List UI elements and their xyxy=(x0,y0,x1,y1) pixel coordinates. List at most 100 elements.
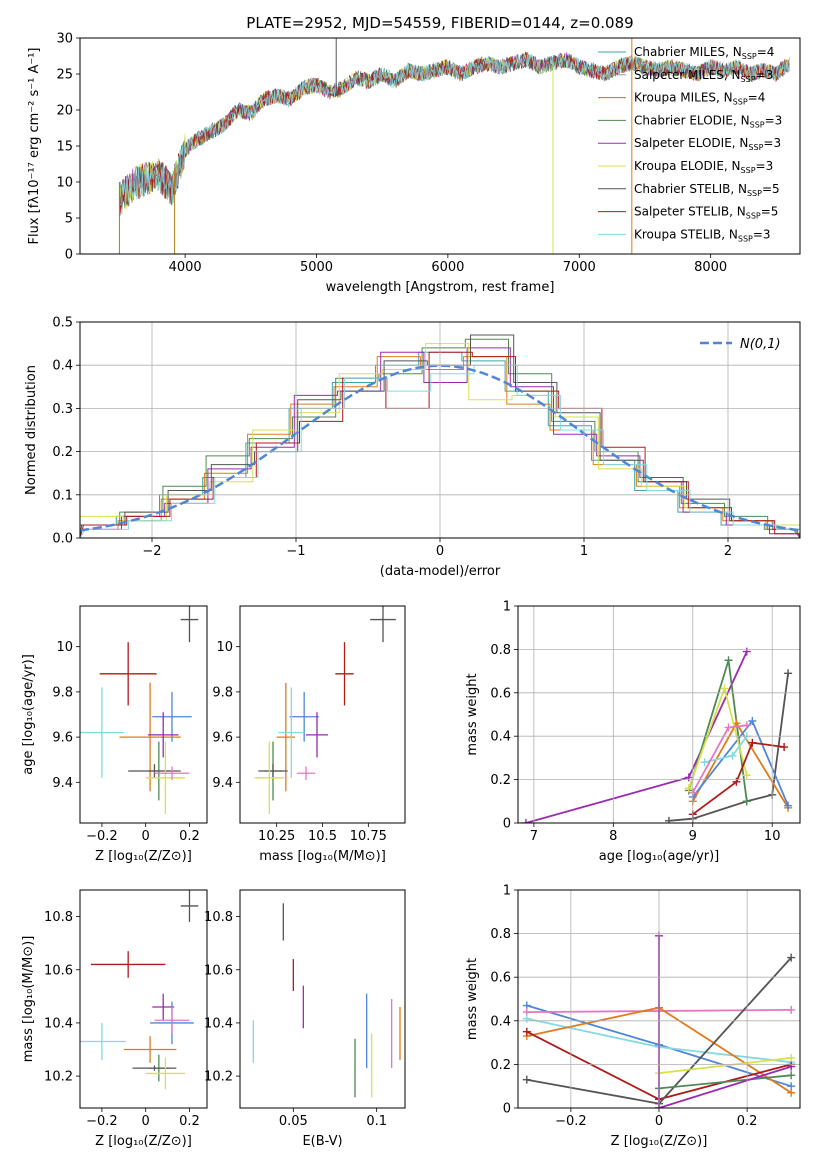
weight-marker xyxy=(522,1075,531,1084)
y-tick-label: 0.6 xyxy=(490,971,511,986)
x-tick-label: 10.25 xyxy=(258,829,295,844)
x-tick-label: 7000 xyxy=(563,260,596,275)
x-axis-label: age [log₁₀(age/yr)] xyxy=(599,849,720,864)
legend-entry-8: Kroupa STELIB, NSSP=3 xyxy=(634,227,771,243)
x-tick-label: 10.5 xyxy=(308,829,337,844)
axes-frame xyxy=(239,605,406,824)
y-axis-label: mass [log₁₀(M/M⊙)] xyxy=(21,936,36,1063)
y-tick-label: 9.8 xyxy=(212,685,233,700)
x-tick-label: 0 xyxy=(142,829,150,844)
spectrum-line-8 xyxy=(119,53,790,206)
y-tick-label: 10.4 xyxy=(204,1016,233,1031)
x-axis-label: E(B-V) xyxy=(302,1134,342,1149)
histogram-series-6 xyxy=(80,351,800,538)
histogram-series-7 xyxy=(80,364,800,538)
x-tick-label: 8000 xyxy=(694,260,727,275)
weight-marker xyxy=(732,777,741,786)
weight-marker xyxy=(724,656,733,665)
weight-marker xyxy=(684,784,693,793)
plot-area-weight-vs-age xyxy=(521,647,793,823)
legend-entry-1: Salpeter MILES, NSSP=3 xyxy=(634,68,773,84)
y-tick-label: 10.8 xyxy=(44,910,73,925)
y-tick-label: 0.0 xyxy=(52,532,73,547)
plot-area-age-vs-mass xyxy=(254,606,396,814)
legend-entry-4: Salpeter ELODIE, NSSP=3 xyxy=(634,136,781,152)
y-tick-label: 9.8 xyxy=(52,685,73,700)
axes-frame xyxy=(517,889,801,1109)
weight-marker xyxy=(742,771,751,780)
x-tick-label: −0.2 xyxy=(86,1114,118,1129)
weight-marker xyxy=(784,669,793,678)
legend-entry-6: Chabrier STELIB, NSSP=5 xyxy=(634,182,780,198)
y-tick-label: 0.8 xyxy=(490,927,511,942)
legend-entry-2: Kroupa MILES, NSSP=4 xyxy=(634,91,765,107)
y-tick-label: 10.4 xyxy=(44,1016,73,1031)
weight-line-8 xyxy=(658,1065,792,1108)
weight-marker xyxy=(684,773,693,782)
weight-marker xyxy=(748,717,757,726)
panel-mass-vs-Z: −0.2 0 0.2 10.2 10.4 10.6 10.8 Z [log₁₀(Z/Z⊙)] m… xyxy=(21,889,208,1149)
axes-frame xyxy=(79,889,208,1109)
y-axis-label: mass weight xyxy=(465,958,480,1040)
axes-frame xyxy=(517,605,801,824)
y-tick-label: 0.2 xyxy=(52,445,73,460)
x-tick-label: 10 xyxy=(764,829,781,844)
y-tick-label: 10.8 xyxy=(204,910,233,925)
weight-marker xyxy=(787,953,796,962)
spectrum-line-7 xyxy=(119,53,790,214)
plot-area-age-vs-Z xyxy=(80,606,199,814)
y-tick-label: 10.6 xyxy=(204,963,233,978)
x-tick-label: 4000 xyxy=(169,260,202,275)
spectrum-line-6 xyxy=(119,52,790,210)
x-tick-label: 0 xyxy=(142,1114,150,1129)
plot-area-mass-vs-Z xyxy=(80,890,199,1090)
y-tick-label: 9.6 xyxy=(52,731,73,746)
weight-marker xyxy=(787,1005,796,1014)
weight-line-6 xyxy=(692,741,785,816)
weight-marker xyxy=(724,723,733,732)
x-axis-label: (data-model)/error xyxy=(380,564,501,579)
panel-residual-histogram: −2 −1 0 1 2 0.0 0.1 0.2 0.3 0.4 0.5 (data-model)/er… xyxy=(24,316,801,579)
y-tick-label: 0.2 xyxy=(490,1058,511,1073)
x-tick-label: 8 xyxy=(609,829,617,844)
x-tick-label: 0.2 xyxy=(737,1114,758,1129)
y-tick-label: 0.4 xyxy=(490,730,511,745)
weight-marker xyxy=(742,797,751,806)
y-axis-label: Flux [fλ10⁻¹⁷ erg cm⁻² s⁻¹ A⁻¹] xyxy=(27,48,42,245)
legend-entry-3: Chabrier ELODIE, NSSP=3 xyxy=(634,113,782,129)
panel-age-vs-mass: 10.25 10.5 10.75 9.4 9.6 9.8 10 mass [log₁₀(M/M… xyxy=(212,605,406,864)
weight-line-4 xyxy=(692,719,789,806)
axes-frame xyxy=(79,321,801,539)
y-tick-label: 10 xyxy=(216,640,233,655)
y-tick-label: 0.8 xyxy=(490,643,511,658)
legend-entry-gaussian: N(0,1) xyxy=(740,337,781,352)
weight-line-6 xyxy=(658,1057,792,1074)
x-axis-label: mass [log₁₀(M/M⊙)] xyxy=(259,849,386,864)
y-axis-label: mass weight xyxy=(465,673,480,755)
panel-mass-vs-EBV: 0.05 0.1 10.2 10.4 10.6 10.8 E(B-V) xyxy=(204,889,406,1149)
y-axis-label: age [log₁₀(age/yr)] xyxy=(21,654,36,775)
y-tick-label: 10.2 xyxy=(204,1070,233,1085)
weight-marker xyxy=(787,1088,796,1097)
y-tick-label: 9.4 xyxy=(52,776,73,791)
weight-marker xyxy=(522,1014,531,1023)
weight-marker xyxy=(664,816,673,823)
x-tick-label: 0.2 xyxy=(179,1114,200,1129)
plot-area-spectrum xyxy=(118,38,790,254)
weight-marker xyxy=(780,743,789,752)
x-tick-label: 7 xyxy=(530,829,538,844)
y-tick-label: 5 xyxy=(65,212,73,227)
y-tick-label: 0.6 xyxy=(490,686,511,701)
panel-age-vs-Z: −0.2 0 0.2 9.4 9.6 9.8 10 Z [log₁₀(Z/Z⊙)] age [l… xyxy=(21,605,208,864)
weight-line-7 xyxy=(658,1074,792,1090)
weight-marker xyxy=(742,721,751,730)
y-tick-label: 20 xyxy=(56,104,73,119)
x-tick-label: −0.2 xyxy=(86,829,118,844)
y-tick-label: 0.3 xyxy=(52,402,73,417)
weight-marker xyxy=(787,1071,796,1080)
x-axis-label: Z [log₁₀(Z/Z⊙)] xyxy=(95,1134,192,1149)
x-axis-label: Z [log₁₀(Z/Z⊙)] xyxy=(611,1134,708,1149)
axes-frame xyxy=(239,889,406,1109)
x-tick-label: 5000 xyxy=(300,260,333,275)
